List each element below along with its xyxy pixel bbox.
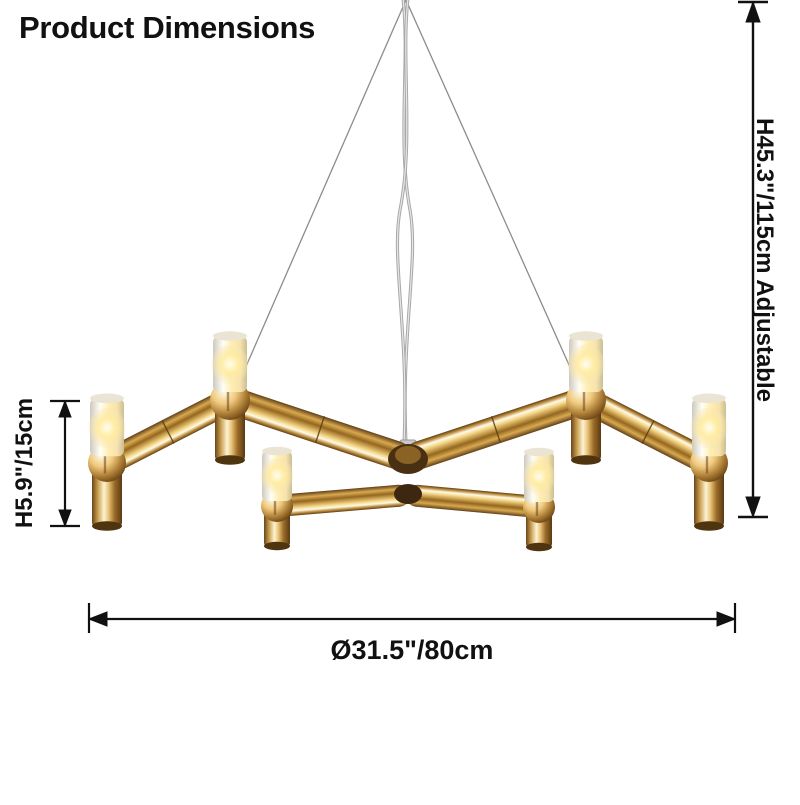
svg-text:Ø31.5"/80cm: Ø31.5"/80cm <box>331 635 494 665</box>
svg-text:H45.3"/115cm Adjustable: H45.3"/115cm Adjustable <box>751 118 778 402</box>
svg-text:H5.9"/15cm: H5.9"/15cm <box>11 398 38 528</box>
